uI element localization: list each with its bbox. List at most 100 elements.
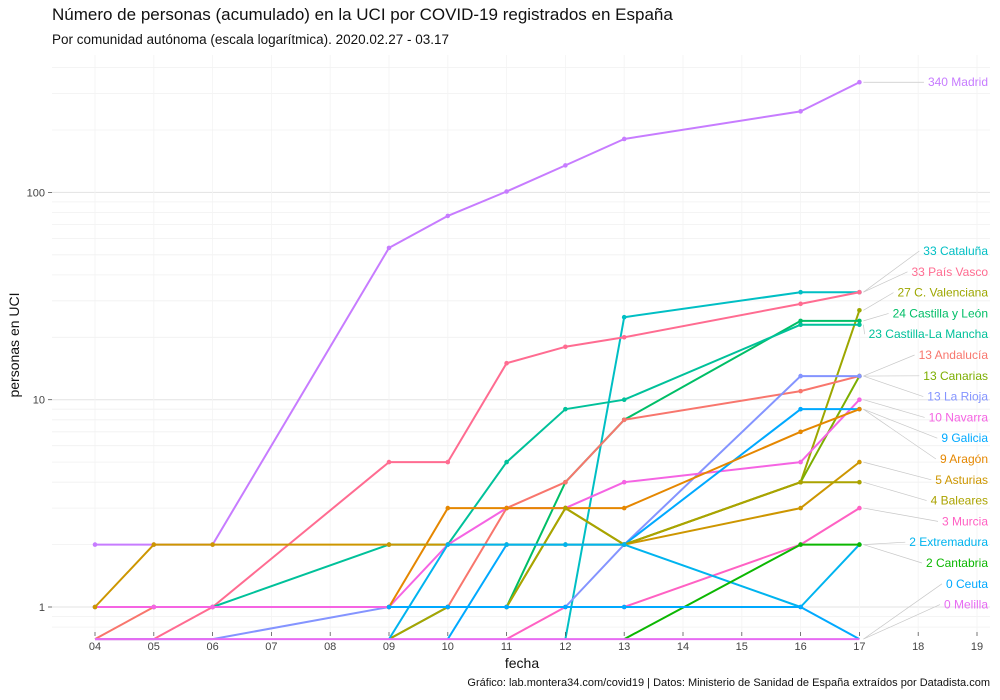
x-tick-label: 13 bbox=[618, 641, 630, 653]
data-point bbox=[798, 289, 803, 295]
x-tick-label: 07 bbox=[265, 641, 277, 653]
data-point bbox=[857, 406, 862, 412]
data-point bbox=[857, 322, 862, 328]
data-point bbox=[563, 542, 568, 547]
x-tick-label: 17 bbox=[853, 641, 865, 653]
data-point bbox=[621, 542, 627, 547]
x-tick-label: 05 bbox=[148, 641, 160, 653]
x-tick-label: 15 bbox=[736, 641, 748, 653]
series-castilla-y-leon bbox=[388, 318, 862, 640]
data-point bbox=[563, 479, 568, 485]
data-point bbox=[798, 373, 803, 379]
end-label-murcia: 3 Murcia bbox=[942, 514, 988, 528]
end-label-cantabria: 2 Cantabria bbox=[926, 556, 988, 570]
data-point bbox=[798, 604, 803, 610]
chart-caption: Gráfico: lab.montera34.com/covid19 | Dat… bbox=[467, 677, 990, 689]
leader-line bbox=[863, 399, 925, 418]
leader-line bbox=[863, 408, 938, 439]
x-tick-label: 19 bbox=[971, 641, 983, 653]
data-point bbox=[445, 505, 451, 511]
data-point bbox=[857, 459, 862, 465]
x-tick-label: 09 bbox=[383, 641, 395, 653]
data-point bbox=[857, 79, 862, 85]
x-tick-label: 18 bbox=[912, 641, 924, 653]
x-axis-title: fecha bbox=[505, 655, 539, 671]
data-point bbox=[92, 542, 98, 547]
data-point bbox=[621, 604, 627, 610]
end-label-galicia: 9 Galicia bbox=[941, 431, 988, 445]
leader-line bbox=[863, 583, 943, 640]
leader-line bbox=[863, 408, 937, 460]
end-label-asturias: 5 Asturias bbox=[935, 473, 988, 487]
end-label-pais-vasco: 33 País Vasco bbox=[912, 265, 989, 279]
y-axis-ticks: 1 10 100 bbox=[27, 187, 52, 614]
end-label-c-valenciana: 27 C. Valenciana bbox=[897, 286, 988, 300]
data-point bbox=[563, 344, 568, 350]
data-point bbox=[621, 479, 627, 485]
data-point bbox=[857, 318, 862, 324]
leader-line bbox=[863, 507, 939, 522]
series-line bbox=[95, 399, 861, 608]
data-point bbox=[621, 136, 627, 142]
data-point bbox=[857, 289, 862, 295]
data-point bbox=[798, 322, 803, 328]
x-tick-label: 10 bbox=[442, 641, 454, 653]
data-point bbox=[621, 397, 627, 403]
data-point bbox=[798, 542, 803, 547]
series-baleares bbox=[388, 479, 862, 640]
series-lines bbox=[92, 79, 862, 641]
series-la-rioja bbox=[95, 373, 862, 641]
end-label-ceuta: 0 Ceuta bbox=[946, 577, 988, 591]
data-point bbox=[210, 604, 215, 610]
leader-line bbox=[863, 354, 915, 377]
end-label-cataluna: 33 Cataluña bbox=[923, 244, 988, 258]
x-tick-label: 16 bbox=[794, 641, 806, 653]
end-label-madrid: 340 Madrid bbox=[928, 75, 988, 89]
data-point bbox=[386, 245, 392, 251]
end-label-canarias: 13 Canarias bbox=[923, 369, 988, 383]
data-point bbox=[798, 406, 803, 412]
leader-line bbox=[863, 481, 927, 501]
series-pais-vasco bbox=[95, 289, 862, 641]
data-point bbox=[621, 334, 627, 340]
data-point bbox=[504, 542, 509, 547]
end-label-extremadura: 2 Extremadura bbox=[909, 535, 988, 549]
data-point bbox=[798, 505, 803, 511]
series-galicia bbox=[446, 406, 862, 640]
x-tick-label: 14 bbox=[677, 641, 689, 653]
y-tick-label: 100 bbox=[27, 187, 45, 199]
data-point bbox=[151, 604, 157, 610]
series-castilla-la-mancha bbox=[92, 322, 862, 610]
leader-line bbox=[863, 271, 908, 293]
x-axis-ticks: 04 05 06 07 08 09 10 11 12 13 14 15 16 17 18 19 bbox=[89, 632, 983, 653]
label-leader-lines bbox=[863, 81, 943, 640]
data-point bbox=[798, 388, 803, 394]
data-point bbox=[798, 109, 803, 114]
series-extremadura bbox=[388, 542, 862, 640]
x-tick-label: 06 bbox=[206, 641, 218, 653]
data-point bbox=[857, 307, 862, 313]
data-point bbox=[563, 163, 568, 168]
y-tick-label: 10 bbox=[33, 395, 45, 407]
data-point bbox=[386, 604, 392, 610]
leader-line bbox=[863, 604, 941, 640]
series-murcia bbox=[506, 505, 862, 640]
end-label-castilla-y-leon: 24 Castilla y León bbox=[893, 306, 988, 320]
series-line bbox=[95, 291, 860, 641]
chart-subtitle: Por comunidad autónoma (escala logarítmi… bbox=[52, 32, 449, 47]
y-axis-title: personas en UCI bbox=[6, 292, 22, 397]
leader-line bbox=[863, 461, 932, 481]
data-point bbox=[798, 479, 803, 485]
series-line bbox=[564, 291, 860, 640]
data-point bbox=[504, 604, 509, 610]
leader-line bbox=[863, 250, 920, 293]
data-point bbox=[857, 505, 862, 511]
data-point bbox=[445, 542, 451, 547]
data-point bbox=[504, 459, 509, 465]
x-tick-label: 08 bbox=[324, 641, 336, 653]
series-line bbox=[446, 408, 860, 640]
end-label-la-rioja: 13 La Rioja bbox=[927, 390, 988, 404]
data-point bbox=[798, 429, 803, 435]
data-point bbox=[563, 604, 568, 610]
